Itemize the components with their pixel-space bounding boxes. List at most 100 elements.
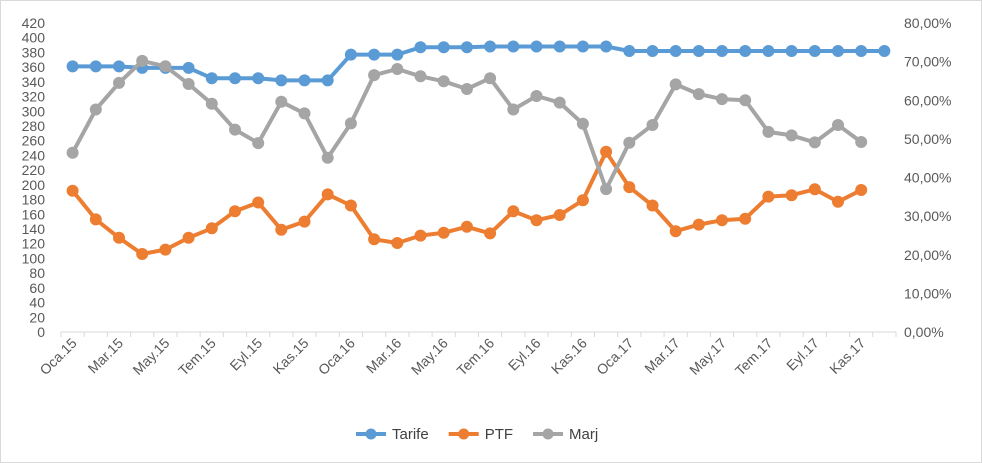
y-left-tick-label: 200	[22, 177, 46, 193]
x-tick-label: Oca.17	[593, 335, 636, 378]
data-point-ptf	[762, 190, 775, 203]
data-point-marj	[507, 103, 520, 116]
data-point-tarife	[182, 61, 195, 74]
data-point-ptf	[623, 181, 636, 194]
data-point-tarife	[692, 45, 705, 57]
data-point-ptf	[344, 199, 357, 212]
data-point-marj	[391, 63, 404, 75]
data-point-tarife	[646, 45, 659, 57]
x-tick-label: Oca.15	[36, 335, 79, 378]
data-point-ptf	[321, 188, 334, 201]
data-point-marj	[530, 90, 543, 102]
data-point-tarife	[576, 40, 589, 53]
data-point-ptf	[808, 183, 821, 196]
data-point-marj	[646, 119, 659, 131]
y-left-tick-label: 240	[22, 147, 46, 163]
data-point-tarife	[437, 41, 450, 54]
data-point-marj	[669, 78, 682, 91]
y-right-tick-label: 20,00%	[904, 247, 951, 263]
data-point-marj	[205, 97, 218, 110]
data-point-tarife	[460, 41, 473, 54]
data-point-tarife	[716, 45, 728, 57]
data-point-ptf	[136, 248, 149, 260]
data-point-marj	[229, 123, 241, 136]
y-left-tick-label: 140	[22, 221, 46, 237]
data-point-ptf	[66, 184, 79, 197]
data-point-ptf	[391, 237, 404, 249]
legend-item-ptf: PTF	[448, 426, 513, 443]
data-point-marj	[89, 103, 102, 116]
x-tick-label: Kas.17	[826, 335, 868, 377]
data-point-ptf	[576, 194, 589, 207]
data-point-ptf	[368, 233, 381, 246]
data-point-tarife	[113, 60, 125, 73]
legend-swatch-marker	[365, 428, 377, 440]
data-point-ptf	[484, 227, 497, 240]
data-point-ptf	[159, 243, 172, 256]
data-point-marj	[437, 75, 450, 88]
data-point-tarife	[507, 40, 520, 53]
data-point-ptf	[275, 223, 288, 236]
y-left-tick-label: 260	[22, 133, 46, 149]
data-point-tarife	[391, 48, 404, 61]
y-right-tick-label: 80,00%	[904, 15, 951, 31]
y-left-tick-label: 280	[22, 118, 46, 134]
data-point-ptf	[205, 222, 218, 235]
data-point-tarife	[252, 72, 265, 85]
x-tick-label: Mar.16	[363, 335, 405, 377]
data-point-marj	[344, 117, 357, 130]
y-left-tick-label: 20	[29, 309, 45, 325]
y-left-tick-label: 300	[22, 103, 46, 119]
data-point-tarife	[89, 60, 102, 73]
data-point-marj	[298, 107, 311, 120]
data-point-tarife	[205, 72, 218, 85]
y-left-tick-label: 400	[22, 30, 46, 46]
data-point-ptf	[646, 199, 659, 212]
data-point-marj	[855, 136, 868, 148]
legend-label: Tarife	[392, 426, 429, 443]
series-layer	[66, 40, 891, 260]
data-point-marj	[66, 146, 79, 159]
data-point-marj	[553, 96, 566, 109]
y-right-tick-label: 40,00%	[904, 170, 951, 186]
x-tick-label: Mar.17	[641, 335, 683, 377]
data-point-marj	[808, 136, 821, 149]
data-point-ptf	[832, 195, 844, 208]
y-left-tick-label: 160	[22, 206, 46, 222]
y-left-tick-label: 420	[22, 15, 46, 31]
data-point-marj	[460, 83, 473, 95]
data-point-tarife	[785, 45, 798, 57]
data-point-ptf	[669, 225, 682, 238]
y-left-tick-label: 100	[22, 250, 46, 266]
data-point-marj	[600, 183, 613, 196]
data-point-tarife	[368, 48, 381, 61]
data-point-marj	[113, 76, 125, 89]
data-point-ptf	[553, 209, 566, 221]
data-point-ptf	[600, 145, 613, 158]
legend-item-marj: Marj	[533, 426, 598, 443]
y-left-tick-label: 120	[22, 236, 46, 252]
data-point-marj	[762, 125, 775, 138]
y-left-tick-label: 60	[29, 280, 45, 296]
y-left-tick-label: 320	[22, 89, 46, 105]
data-point-marj	[159, 60, 172, 73]
data-point-tarife	[669, 45, 682, 57]
data-point-ptf	[739, 212, 752, 225]
y-right-tick-label: 0,00%	[904, 324, 944, 340]
legend: Tarife PTF Marj	[356, 426, 598, 443]
data-point-ptf	[716, 214, 728, 227]
x-tick-label: Mar.15	[85, 335, 127, 377]
data-point-ptf	[89, 213, 102, 226]
x-tick-label: Kas.16	[548, 335, 590, 377]
data-point-ptf	[229, 205, 241, 218]
x-tick-label: May.17	[686, 335, 729, 378]
data-point-ptf	[855, 184, 868, 196]
y-right-tick-label: 30,00%	[904, 208, 951, 224]
data-point-tarife	[600, 40, 613, 53]
y-left-tick-label: 340	[22, 74, 46, 90]
x-tick-label: Eyl.15	[226, 335, 265, 374]
data-point-marj	[136, 54, 149, 67]
data-point-marj	[716, 93, 728, 106]
data-point-tarife	[321, 74, 334, 87]
data-point-ptf	[785, 189, 798, 202]
